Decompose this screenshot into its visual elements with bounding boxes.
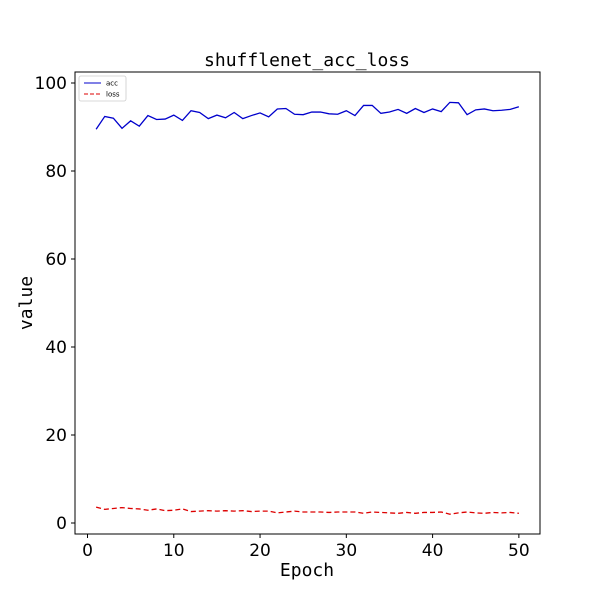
x-axis-label: Epoch	[280, 560, 334, 581]
x-axis: 0 10 20 30 40 50	[82, 534, 530, 561]
chart-title: shufflenet_acc_loss	[204, 50, 410, 71]
legend-label-acc: acc	[106, 80, 118, 88]
y-tick-label: 100	[35, 74, 67, 94]
x-tick-label: 50	[508, 541, 530, 561]
series-layer	[95, 101, 520, 515]
y-axis-label: value	[16, 276, 37, 330]
x-tick-label: 30	[336, 541, 358, 561]
y-axis: 0 20 40 60 80 100	[35, 74, 75, 534]
y-tick-label: 80	[45, 162, 67, 182]
x-tick-label: 0	[82, 541, 93, 561]
series-line-loss	[95, 506, 519, 515]
x-tick-label: 10	[163, 541, 185, 561]
plot-frame	[74, 71, 541, 535]
legend: acc loss	[78, 75, 127, 102]
y-tick-label: 20	[45, 426, 67, 446]
y-tick-label: 40	[45, 338, 67, 358]
y-tick-label: 0	[56, 514, 67, 534]
legend-box	[78, 75, 127, 102]
x-tick-label: 20	[249, 541, 271, 561]
x-tick-label: 40	[422, 541, 444, 561]
series-line-acc	[95, 101, 520, 130]
legend-label-loss: loss	[106, 91, 120, 99]
y-tick-label: 60	[45, 250, 67, 270]
